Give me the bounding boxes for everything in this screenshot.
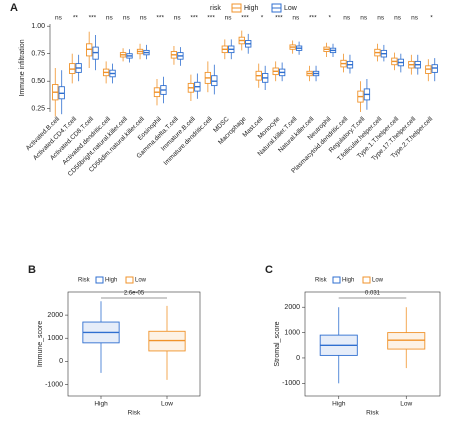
legend-title: risk [210, 5, 221, 12]
y-axis-title: Immune infiltration [19, 39, 26, 96]
significance: ns [377, 15, 385, 22]
legend-label: High [342, 278, 354, 284]
significance: ns [225, 15, 233, 22]
legend-key [332, 276, 341, 284]
significance: *** [309, 15, 317, 22]
significance: ** [73, 15, 79, 22]
y-tick-label: 0 [59, 358, 63, 365]
y-tick-label: -1000 [282, 380, 300, 387]
significance: ns [292, 15, 300, 22]
y-tick-label: 1000 [47, 335, 63, 342]
plot-frame [67, 291, 201, 397]
panel-label: B [28, 264, 36, 276]
significance: *** [275, 15, 283, 22]
significance: * [430, 15, 433, 22]
x-tick-label: Low [400, 401, 412, 408]
legend-label: High [105, 278, 117, 284]
x-tick-label: Low [161, 401, 173, 408]
significance: ns [140, 15, 148, 22]
significance: ns [174, 15, 182, 22]
significance: ns [123, 15, 131, 22]
y-tick-label: 0.25 [31, 106, 45, 113]
significance: *** [190, 15, 198, 22]
plot-frame [304, 291, 441, 397]
legend-title: Risk [78, 278, 91, 284]
significance: *** [207, 15, 215, 22]
legend-key [362, 276, 371, 284]
legend-label: High [244, 5, 259, 12]
legend-title: Risk [315, 278, 328, 284]
y-tick-label: 1.00 [31, 23, 45, 30]
panel-label: C [265, 264, 273, 276]
significance: *** [156, 15, 164, 22]
y-tick-label: 2000 [284, 304, 300, 311]
significance: ns [360, 15, 368, 22]
significance: ns [343, 15, 351, 22]
significance: *** [241, 15, 249, 22]
legend-label: Low [372, 278, 384, 284]
y-axis-title: Immune_score [37, 321, 44, 367]
p-value: 2.6e-05 [124, 291, 145, 297]
significance: ns [411, 15, 419, 22]
y-tick-label: 0.50 [31, 78, 45, 85]
significance: ns [394, 15, 402, 22]
y-tick-label: -1000 [45, 381, 63, 388]
legend-label: Low [284, 5, 298, 12]
legend-key [95, 276, 104, 284]
legend-key [125, 276, 134, 284]
x-tick-label: High [332, 401, 346, 408]
significance: * [329, 15, 332, 22]
significance: * [261, 15, 264, 22]
y-tick-label: 2000 [47, 312, 63, 319]
panel-label: A [10, 2, 18, 14]
significance: ns [55, 15, 63, 22]
x-tick-label: High [94, 401, 108, 408]
p-value: 0.031 [365, 291, 381, 297]
x-axis-title: Risk [128, 410, 141, 417]
y-tick-label: 0 [296, 355, 300, 362]
significance: *** [89, 15, 97, 22]
y-axis-title: Stromal_score [274, 321, 281, 366]
x-axis-title: Risk [366, 410, 379, 417]
y-tick-label: 0.75 [31, 51, 45, 58]
legend-label: Low [135, 278, 147, 284]
y-tick-label: 1000 [284, 329, 300, 336]
significance: ns [106, 15, 114, 22]
